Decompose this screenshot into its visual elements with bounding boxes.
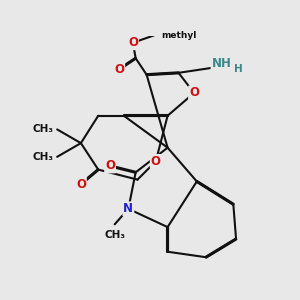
Text: O: O xyxy=(151,155,161,168)
Text: H: H xyxy=(233,64,242,74)
Text: O: O xyxy=(76,178,86,191)
Text: O: O xyxy=(128,36,138,49)
Text: O: O xyxy=(114,63,124,76)
Text: methyl: methyl xyxy=(161,31,197,40)
Text: CH₃: CH₃ xyxy=(104,230,125,240)
Text: N: N xyxy=(123,202,134,215)
Text: CH₃: CH₃ xyxy=(32,124,53,134)
Text: NH: NH xyxy=(212,57,231,70)
Text: O: O xyxy=(189,86,199,99)
Text: O: O xyxy=(105,159,115,172)
Text: CH₃: CH₃ xyxy=(32,152,53,162)
